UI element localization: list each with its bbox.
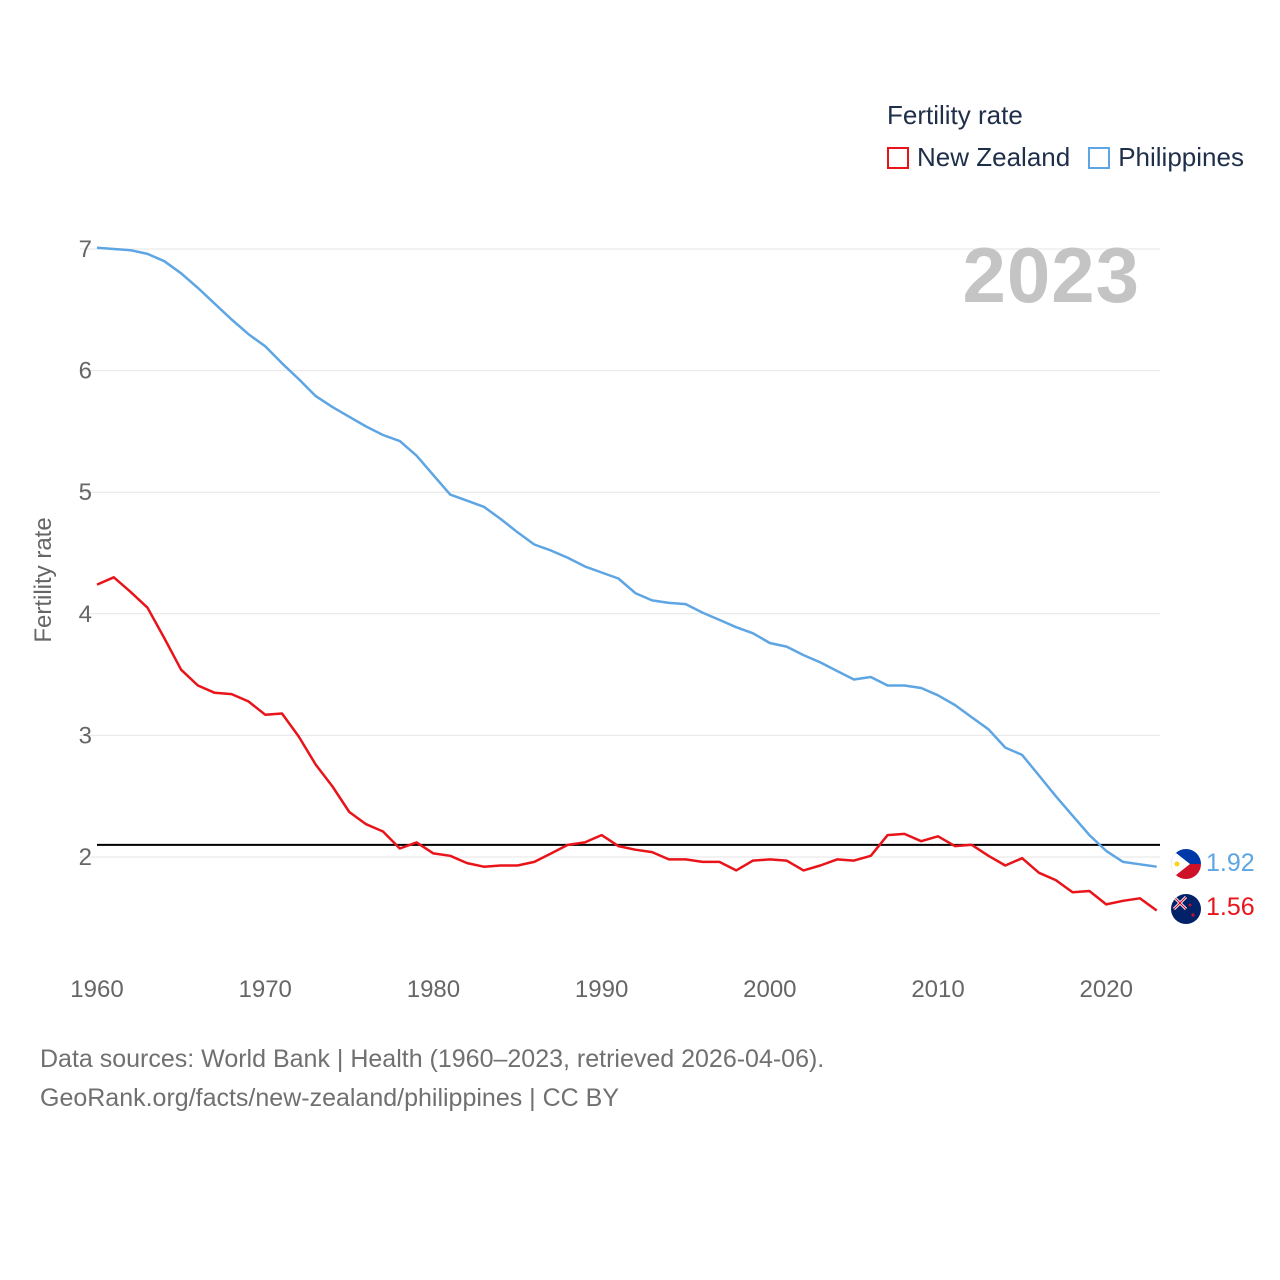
new-zealand-flag-icon <box>1171 894 1201 924</box>
x-tick-label: 1960 <box>70 976 123 1003</box>
x-tick-label: 1980 <box>407 976 460 1003</box>
series-line-new-zealand[interactable] <box>96 576 1158 912</box>
legend-swatch-new-zealand <box>887 146 909 169</box>
y-tick-label: 2 <box>79 844 92 871</box>
x-tick-label: 2010 <box>911 976 964 1003</box>
series-lines <box>96 246 1158 912</box>
year-label: 2023 <box>962 231 1140 319</box>
legend-label-philippines: Philippines <box>1118 142 1244 172</box>
y-tick-label: 3 <box>79 722 92 749</box>
legend-swatch-philippines <box>1088 146 1111 169</box>
legend-label-new-zealand: New Zealand <box>917 142 1071 172</box>
y-tick-label: 5 <box>79 479 92 506</box>
legend-title: Fertility rate <box>887 100 1023 130</box>
y-tick-label: 4 <box>79 601 92 628</box>
philippines-flag-icon <box>1171 849 1201 879</box>
legend: New Zealand Philippines <box>887 142 1262 173</box>
x-tick-label: 2000 <box>743 976 796 1003</box>
end-labels: 1.92 1.56 <box>1206 849 1255 921</box>
x-tick-label: 1970 <box>239 976 292 1003</box>
end-label-philippines: 1.92 <box>1206 849 1255 877</box>
grid-lines <box>80 248 1160 858</box>
footer-sources: Data sources: World Bank | Health (1960–… <box>40 1045 825 1073</box>
legend-item-new-zealand[interactable]: New Zealand <box>887 142 1070 173</box>
legend-item-philippines[interactable]: Philippines <box>1088 142 1244 173</box>
y-tick-label: 7 <box>79 236 92 263</box>
footer-attribution: GeoRank.org/facts/new-zealand/philippine… <box>40 1084 620 1112</box>
x-tick-label: 2020 <box>1080 976 1133 1003</box>
y-axis-title: Fertility rate <box>30 517 57 642</box>
series-line-philippines[interactable] <box>96 246 1157 868</box>
x-tick-label: 1990 <box>575 976 628 1003</box>
y-axis-ticks: 2 3 4 5 6 7 <box>79 236 92 871</box>
y-tick-label: 6 <box>79 358 92 385</box>
end-label-new-zealand: 1.56 <box>1206 893 1255 921</box>
x-axis-ticks: 1960 1970 1980 1990 2000 2010 2020 <box>70 976 1133 1003</box>
